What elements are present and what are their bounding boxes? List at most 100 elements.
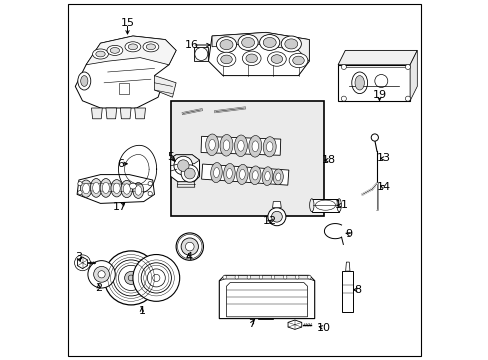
Ellipse shape [217,52,235,67]
Polygon shape [219,275,314,281]
Polygon shape [118,83,129,94]
Ellipse shape [176,233,203,260]
Ellipse shape [220,40,232,50]
Ellipse shape [78,72,91,90]
Ellipse shape [135,186,141,195]
Ellipse shape [181,238,198,255]
Ellipse shape [213,167,219,177]
Polygon shape [201,164,288,185]
Ellipse shape [259,35,279,50]
Ellipse shape [273,169,283,185]
Ellipse shape [123,184,130,194]
Ellipse shape [234,135,247,157]
Ellipse shape [147,269,165,287]
Polygon shape [120,108,131,119]
Ellipse shape [100,179,111,197]
Text: 1: 1 [138,306,145,316]
Ellipse shape [146,44,155,50]
Ellipse shape [133,183,143,198]
Ellipse shape [93,182,100,194]
Text: 3: 3 [75,252,82,262]
Polygon shape [91,108,102,119]
Polygon shape [409,50,416,101]
Circle shape [405,64,409,69]
Ellipse shape [104,251,158,305]
Polygon shape [311,199,339,212]
Ellipse shape [248,135,261,157]
Ellipse shape [267,208,285,226]
Ellipse shape [185,242,194,251]
Ellipse shape [181,165,198,182]
Circle shape [271,275,274,279]
Ellipse shape [194,48,207,60]
Circle shape [223,275,226,279]
Polygon shape [342,271,352,312]
Ellipse shape [354,76,364,90]
Polygon shape [86,36,176,65]
Ellipse shape [267,52,285,66]
Ellipse shape [118,265,143,291]
Ellipse shape [292,56,304,65]
Circle shape [341,64,346,69]
Ellipse shape [177,160,189,171]
Polygon shape [194,47,208,61]
Ellipse shape [90,179,102,197]
Ellipse shape [236,164,247,184]
Polygon shape [201,136,280,155]
Circle shape [235,275,238,279]
Ellipse shape [88,261,115,288]
Ellipse shape [266,142,272,152]
Text: 9: 9 [345,229,352,239]
Ellipse shape [263,37,276,48]
Circle shape [78,181,82,186]
Ellipse shape [128,275,134,281]
Circle shape [78,190,82,195]
Circle shape [259,275,262,279]
Circle shape [307,275,310,279]
Ellipse shape [284,39,297,49]
Ellipse shape [92,49,108,59]
Polygon shape [170,155,199,182]
Ellipse shape [125,42,141,52]
Polygon shape [337,50,416,65]
Text: 5: 5 [167,152,174,162]
Text: 18: 18 [322,155,335,165]
Ellipse shape [128,44,137,50]
Polygon shape [272,202,281,208]
Ellipse shape [239,169,245,179]
Ellipse shape [107,45,122,55]
Ellipse shape [271,211,282,222]
Text: 17: 17 [113,202,127,212]
Ellipse shape [336,199,341,212]
Text: 15: 15 [120,18,134,28]
Polygon shape [154,76,176,97]
Ellipse shape [264,171,270,181]
Ellipse shape [238,35,258,50]
Text: 7: 7 [247,319,255,329]
Ellipse shape [94,266,109,282]
Ellipse shape [111,180,122,197]
Ellipse shape [249,166,261,185]
Text: 2: 2 [95,283,102,293]
Text: 12: 12 [262,216,276,226]
Ellipse shape [223,140,229,151]
Polygon shape [177,182,194,187]
Circle shape [283,275,286,279]
Ellipse shape [82,184,89,194]
Ellipse shape [351,72,367,94]
Polygon shape [170,155,199,164]
Ellipse shape [208,139,215,150]
Polygon shape [78,257,87,269]
Ellipse shape [237,140,244,151]
Ellipse shape [96,51,105,57]
Ellipse shape [113,183,120,193]
Ellipse shape [113,260,149,296]
Ellipse shape [220,135,232,156]
Text: 4: 4 [185,252,192,262]
Ellipse shape [281,36,301,52]
Polygon shape [75,36,176,108]
Ellipse shape [205,134,218,156]
Ellipse shape [141,263,171,293]
Polygon shape [106,108,117,119]
Ellipse shape [110,48,120,53]
